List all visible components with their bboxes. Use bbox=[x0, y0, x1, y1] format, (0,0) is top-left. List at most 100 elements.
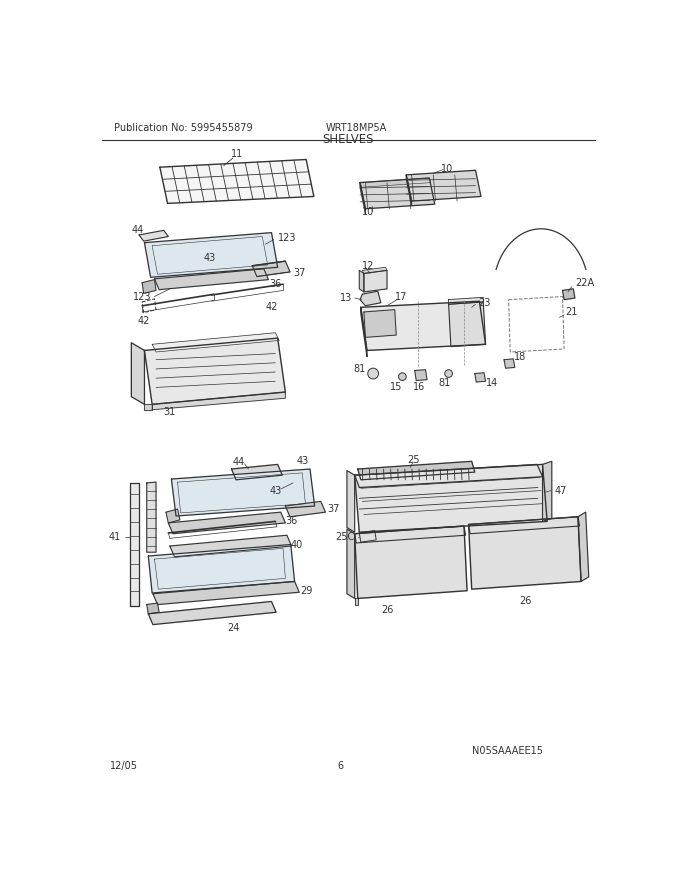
Polygon shape bbox=[469, 517, 579, 533]
Text: 43: 43 bbox=[204, 253, 216, 263]
Text: 26: 26 bbox=[381, 605, 393, 615]
Polygon shape bbox=[166, 509, 180, 523]
Polygon shape bbox=[578, 512, 589, 582]
Polygon shape bbox=[131, 343, 144, 405]
Polygon shape bbox=[286, 502, 326, 517]
Polygon shape bbox=[562, 289, 575, 299]
Polygon shape bbox=[130, 483, 139, 606]
Text: 43: 43 bbox=[296, 457, 309, 466]
Circle shape bbox=[445, 370, 452, 378]
Polygon shape bbox=[139, 231, 169, 241]
Polygon shape bbox=[504, 359, 515, 368]
Polygon shape bbox=[361, 307, 367, 356]
Polygon shape bbox=[360, 178, 435, 209]
Text: 6: 6 bbox=[338, 761, 344, 771]
Text: 47: 47 bbox=[555, 486, 567, 495]
Polygon shape bbox=[347, 529, 355, 598]
Polygon shape bbox=[359, 531, 376, 542]
Polygon shape bbox=[147, 482, 156, 553]
Text: 12: 12 bbox=[362, 260, 375, 271]
Text: 21: 21 bbox=[566, 307, 578, 317]
Polygon shape bbox=[449, 302, 486, 347]
Polygon shape bbox=[364, 270, 387, 292]
Polygon shape bbox=[171, 469, 315, 516]
Polygon shape bbox=[355, 526, 466, 543]
Text: 123: 123 bbox=[133, 291, 152, 302]
Text: 44: 44 bbox=[131, 225, 143, 235]
Polygon shape bbox=[355, 465, 543, 488]
Text: 17: 17 bbox=[394, 291, 407, 302]
Circle shape bbox=[464, 303, 476, 315]
Polygon shape bbox=[449, 297, 483, 304]
Polygon shape bbox=[362, 268, 387, 274]
Polygon shape bbox=[543, 461, 551, 521]
Text: 25: 25 bbox=[408, 455, 420, 465]
Text: 123: 123 bbox=[277, 233, 296, 243]
Polygon shape bbox=[406, 171, 481, 201]
Text: 24: 24 bbox=[227, 623, 239, 633]
Text: 13: 13 bbox=[340, 293, 352, 303]
Polygon shape bbox=[160, 159, 314, 203]
Text: N05SAAAEE15: N05SAAAEE15 bbox=[472, 746, 543, 756]
Text: 41: 41 bbox=[108, 532, 120, 542]
Polygon shape bbox=[364, 310, 396, 337]
Polygon shape bbox=[347, 471, 355, 532]
Polygon shape bbox=[144, 405, 152, 410]
Polygon shape bbox=[252, 261, 290, 276]
Text: 44: 44 bbox=[233, 457, 245, 467]
Text: 29: 29 bbox=[300, 586, 312, 596]
Polygon shape bbox=[361, 301, 486, 350]
Text: 16: 16 bbox=[413, 383, 426, 392]
Text: 22A: 22A bbox=[576, 278, 595, 288]
Text: 10: 10 bbox=[441, 164, 453, 173]
Text: 81: 81 bbox=[353, 364, 365, 374]
Text: 25C: 25C bbox=[335, 532, 355, 542]
Text: SHELVES: SHELVES bbox=[323, 133, 374, 145]
Polygon shape bbox=[406, 175, 411, 206]
Polygon shape bbox=[152, 392, 286, 410]
Circle shape bbox=[398, 373, 406, 380]
Text: 18: 18 bbox=[514, 352, 526, 362]
Text: 23: 23 bbox=[478, 297, 490, 308]
Polygon shape bbox=[152, 333, 279, 352]
Polygon shape bbox=[154, 269, 269, 290]
Text: 43: 43 bbox=[269, 486, 282, 495]
Text: 40: 40 bbox=[291, 539, 303, 549]
Polygon shape bbox=[359, 270, 364, 292]
Circle shape bbox=[368, 368, 379, 379]
Polygon shape bbox=[148, 545, 294, 593]
Polygon shape bbox=[355, 465, 547, 532]
Polygon shape bbox=[360, 182, 365, 213]
Polygon shape bbox=[358, 461, 475, 480]
Text: 37: 37 bbox=[327, 504, 339, 514]
Text: 42: 42 bbox=[265, 303, 277, 312]
Polygon shape bbox=[148, 602, 276, 625]
Polygon shape bbox=[469, 517, 581, 590]
Polygon shape bbox=[231, 465, 282, 480]
Polygon shape bbox=[360, 291, 381, 306]
Text: 36: 36 bbox=[269, 279, 282, 290]
Text: 42: 42 bbox=[137, 316, 150, 326]
Polygon shape bbox=[355, 598, 358, 605]
Polygon shape bbox=[144, 338, 286, 405]
Text: WRT18MP5A: WRT18MP5A bbox=[326, 122, 387, 133]
Text: 36: 36 bbox=[286, 517, 298, 526]
Polygon shape bbox=[360, 178, 431, 187]
Polygon shape bbox=[144, 232, 277, 277]
Text: 14: 14 bbox=[486, 378, 498, 388]
Text: Publication No: 5995455879: Publication No: 5995455879 bbox=[114, 122, 252, 133]
Text: 81: 81 bbox=[439, 378, 451, 388]
Polygon shape bbox=[355, 526, 467, 598]
Polygon shape bbox=[142, 280, 156, 293]
Polygon shape bbox=[170, 535, 292, 557]
Text: 11: 11 bbox=[231, 149, 243, 159]
Text: 37: 37 bbox=[293, 268, 305, 278]
Polygon shape bbox=[169, 512, 286, 533]
Polygon shape bbox=[475, 373, 486, 382]
Text: 15: 15 bbox=[390, 382, 403, 392]
Text: 31: 31 bbox=[164, 407, 176, 417]
Polygon shape bbox=[153, 582, 299, 605]
Polygon shape bbox=[415, 370, 427, 380]
Polygon shape bbox=[147, 603, 159, 614]
Text: 10: 10 bbox=[362, 207, 375, 216]
